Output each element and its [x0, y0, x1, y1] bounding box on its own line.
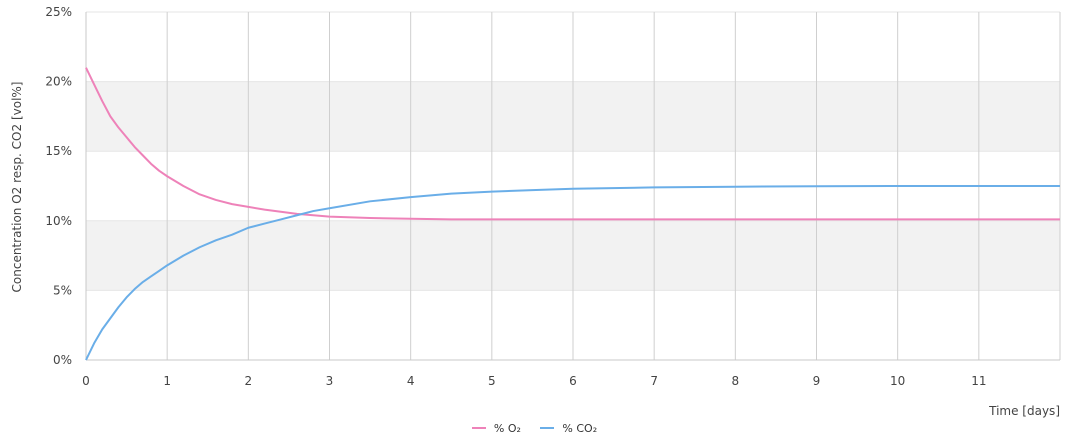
y-tick-label-2: 10% — [45, 214, 72, 228]
series-lines — [85, 67, 1060, 361]
y-tick-label-0: 0% — [53, 353, 72, 367]
x-axis-title: Time [days] — [988, 404, 1060, 418]
series-line-0 — [85, 67, 1060, 221]
axes — [85, 12, 1060, 361]
x-tick-label-0: 0 — [82, 374, 90, 388]
x-tick-labels: 0 1 2 3 4 5 6 7 8 9 10 11 — [82, 374, 986, 388]
y-tick-labels: 0% 5% 10% 15% 20% 25% — [45, 5, 72, 367]
legend-label-co2: % CO₂ — [562, 421, 598, 435]
legend-label-o2: % O₂ — [493, 421, 521, 435]
legend-item-o2[interactable]: % O₂ — [471, 421, 521, 435]
y-tick-label-3: 15% — [45, 144, 72, 158]
x-tick-label-8: 8 — [732, 374, 740, 388]
x-tick-label-3: 3 — [326, 374, 334, 388]
x-tick-label-11: 11 — [971, 374, 986, 388]
legend-swatch-o2 — [471, 427, 486, 429]
y-tick-label-5: 25% — [45, 5, 72, 19]
legend-swatch-co2 — [540, 427, 555, 429]
x-tick-label-10: 10 — [890, 374, 905, 388]
x-tick-label-5: 5 — [488, 374, 496, 388]
x-tick-label-7: 7 — [650, 374, 658, 388]
x-tick-label-2: 2 — [245, 374, 253, 388]
legend: % O₂ % CO₂ — [0, 419, 1069, 435]
x-tick-label-1: 1 — [163, 374, 171, 388]
legend-item-co2[interactable]: % CO₂ — [540, 422, 597, 435]
x-tick-label-6: 6 — [569, 374, 577, 388]
y-axis-title: Concentration O2 resp. CO2 [vol%] — [10, 82, 24, 293]
y-tick-label-1: 5% — [53, 283, 72, 297]
grid-lines — [86, 11, 1061, 360]
x-tick-label-9: 9 — [813, 374, 821, 388]
x-tick-label-4: 4 — [407, 374, 415, 388]
y-tick-label-4: 20% — [45, 75, 72, 89]
series-line-1 — [85, 185, 1060, 361]
